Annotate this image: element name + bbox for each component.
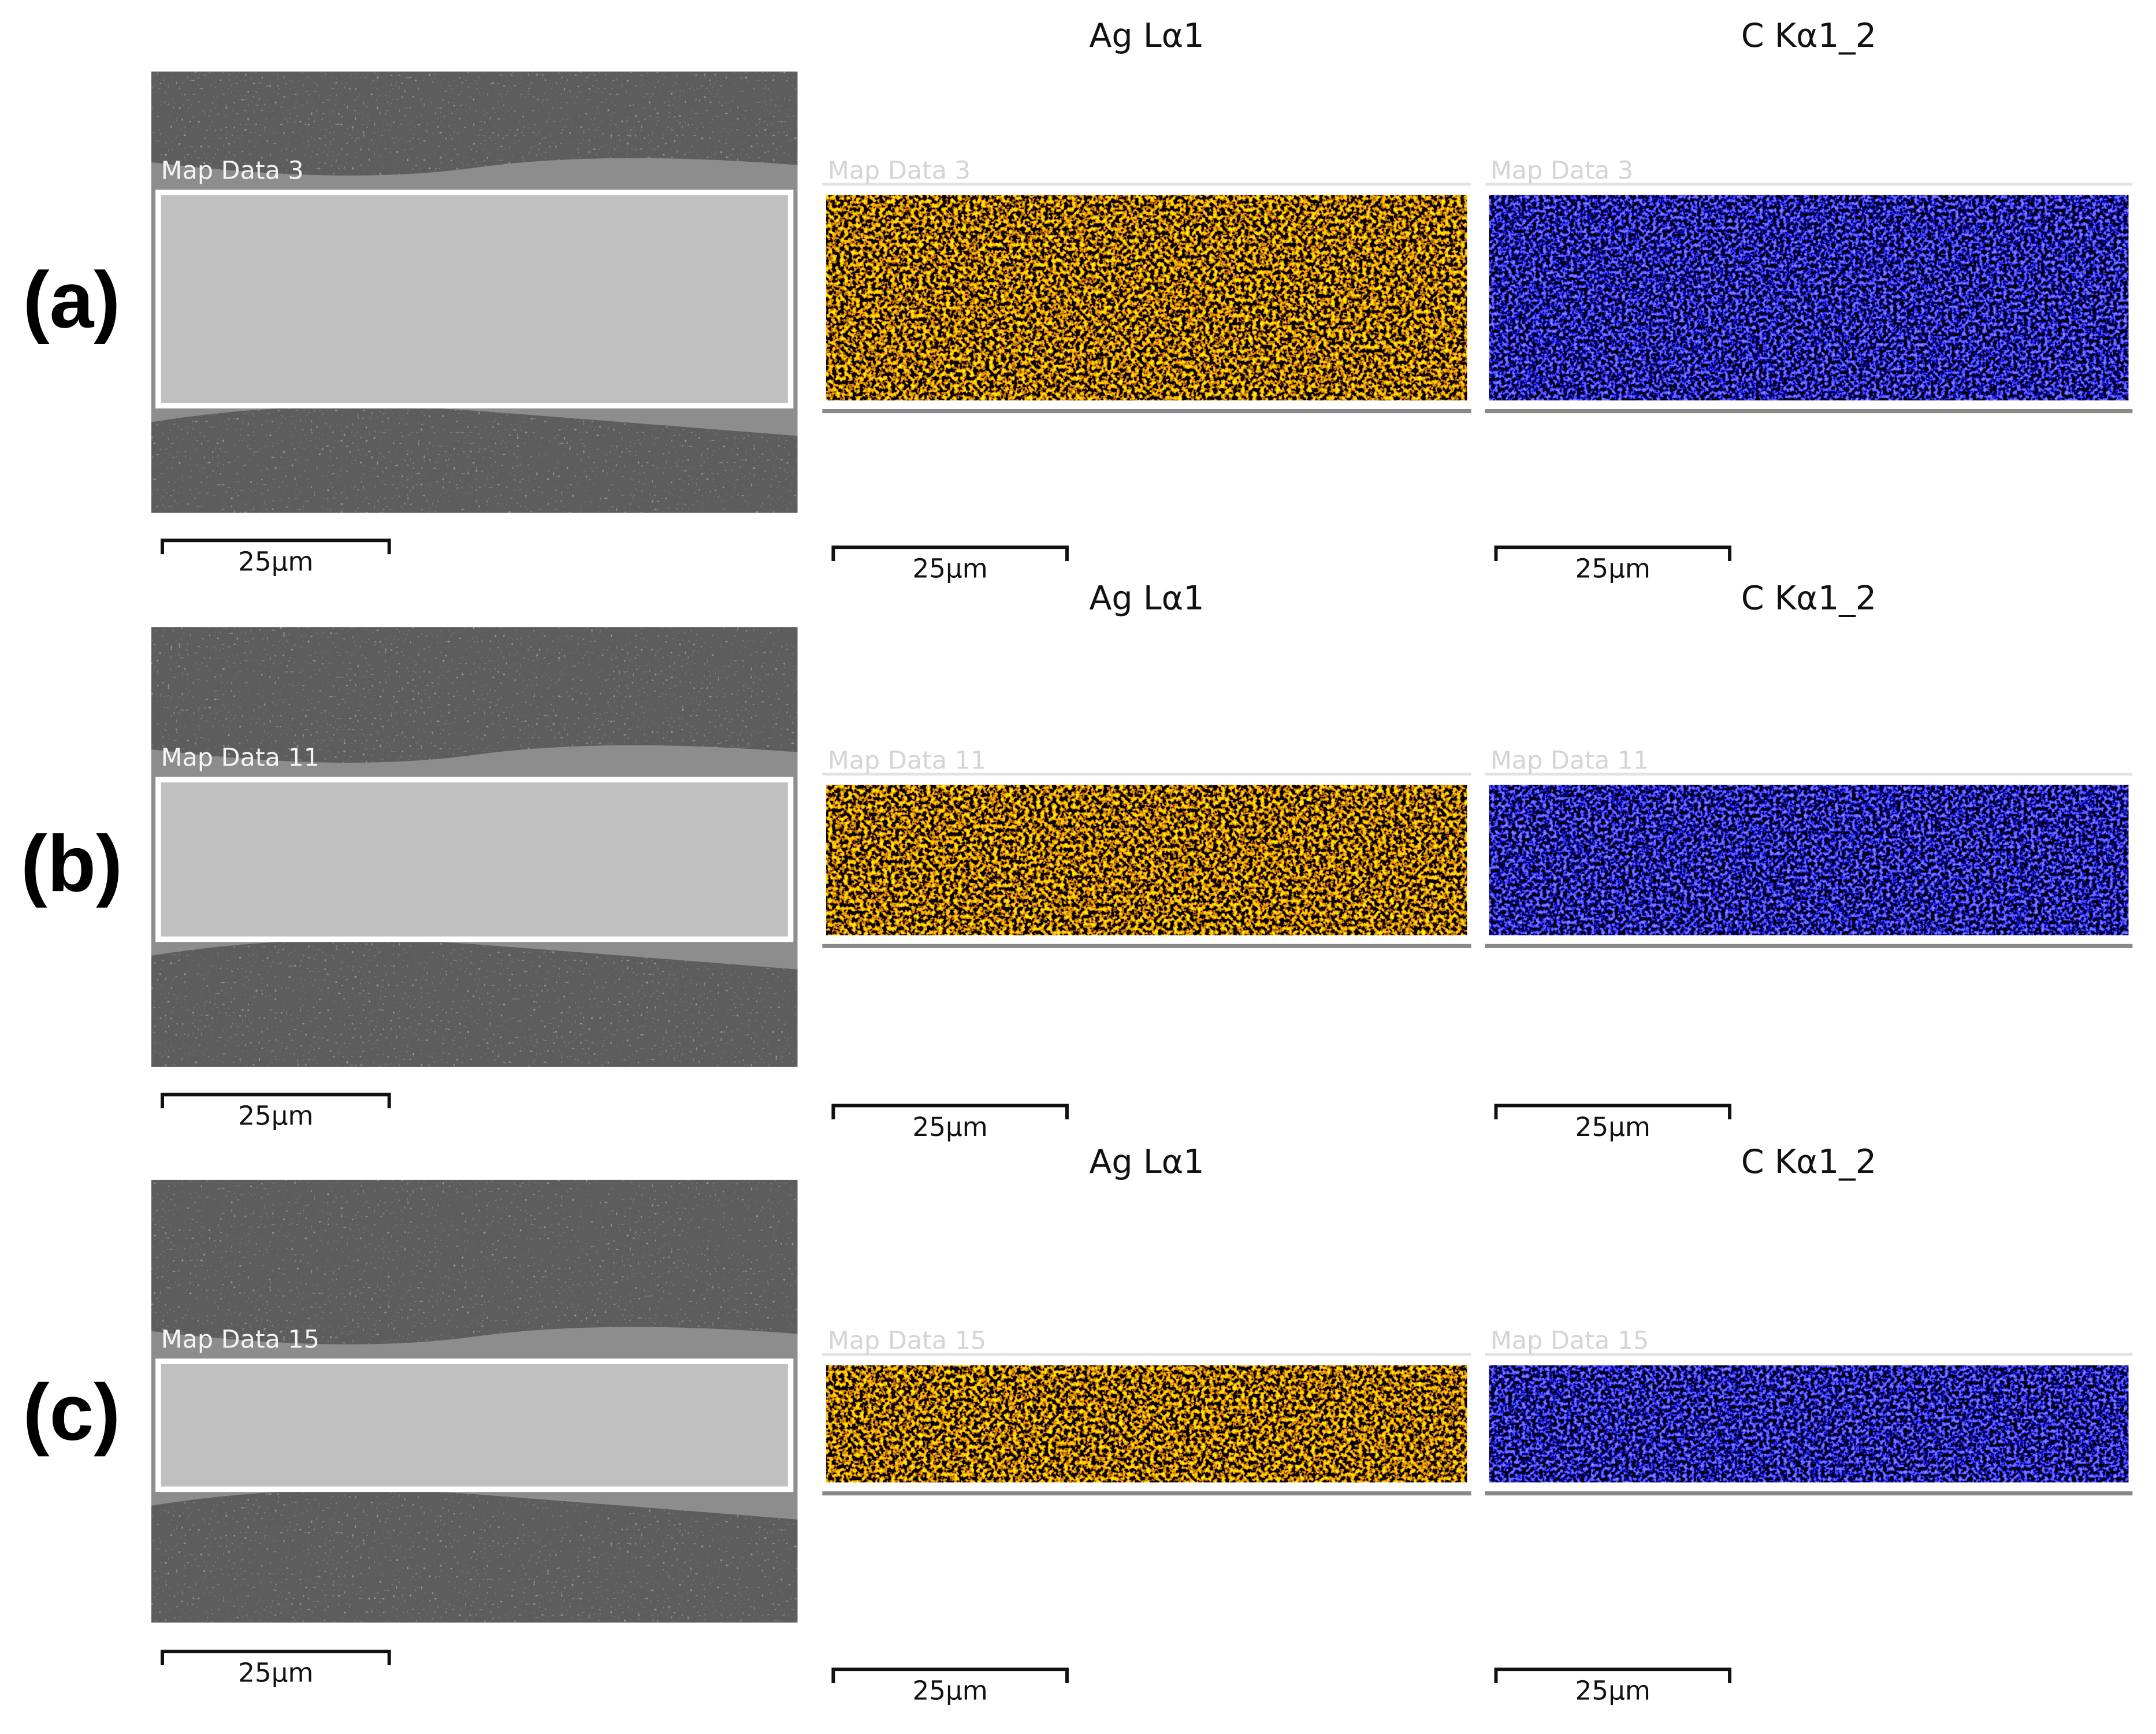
scale-label: 25µm	[1575, 554, 1651, 584]
scale-label: 25µm	[913, 1676, 988, 1706]
scale-label: 25µm	[238, 1658, 313, 1688]
element-map	[826, 195, 1467, 400]
scale-bar	[161, 1093, 391, 1109]
panel-title: Ag Lα1	[1089, 1143, 1204, 1181]
sem-map-label: Map Data 3	[161, 156, 304, 185]
sem-map-label: Map Data 11	[161, 744, 319, 773]
scale-bar	[831, 545, 1069, 561]
row-label: (c)	[23, 1368, 121, 1457]
panel-title: C Kα1_2	[1741, 17, 1876, 55]
scale-bar	[1494, 1668, 1732, 1683]
element-map	[826, 1365, 1467, 1483]
panel-map-label: Map Data 3	[828, 156, 971, 185]
element-map	[1489, 1365, 2129, 1483]
scale-label: 25µm	[238, 547, 313, 577]
sem-region	[155, 1358, 794, 1492]
scale-bar	[831, 1668, 1069, 1683]
scale-bar	[1494, 1104, 1732, 1120]
row-label: (a)	[23, 255, 121, 344]
panel-title: C Kα1_2	[1741, 1143, 1876, 1181]
scale-label: 25µm	[913, 554, 988, 584]
element-map	[1489, 195, 2129, 400]
panel-title: Ag Lα1	[1089, 17, 1204, 55]
scale-label: 25µm	[238, 1101, 313, 1131]
scale-bar	[831, 1104, 1069, 1120]
scale-label: 25µm	[913, 1112, 988, 1142]
panel-map-label: Map Data 3	[1490, 156, 1633, 185]
scale-bar	[1494, 545, 1732, 561]
scale-bar	[161, 539, 391, 555]
element-map	[826, 785, 1467, 935]
sem-map-label: Map Data 15	[161, 1325, 319, 1354]
element-map	[1489, 785, 2129, 935]
panel-map-label: Map Data 11	[1490, 746, 1649, 775]
panel-map-label: Map Data 11	[828, 746, 986, 775]
row-label: (b)	[21, 819, 122, 908]
panel-map-label: Map Data 15	[1490, 1327, 1649, 1356]
scale-label: 25µm	[1575, 1112, 1651, 1142]
panel-title: C Kα1_2	[1741, 579, 1876, 617]
sem-region	[155, 190, 794, 409]
panel-title: Ag Lα1	[1089, 579, 1204, 617]
panel-map-label: Map Data 15	[828, 1327, 986, 1356]
scale-bar	[161, 1650, 391, 1666]
sem-region	[155, 777, 794, 942]
scale-label: 25µm	[1575, 1676, 1651, 1706]
